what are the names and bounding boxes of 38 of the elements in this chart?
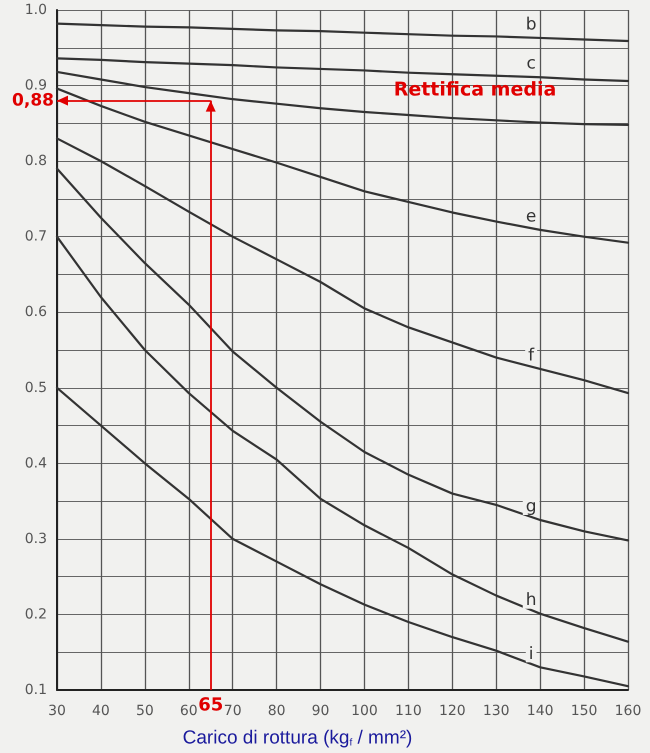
series-label: i <box>528 644 534 664</box>
line-series <box>56 70 630 126</box>
line-series <box>56 137 630 394</box>
x-tick-label: 40 <box>92 703 110 719</box>
ref-line-label: 65 <box>198 694 224 716</box>
x-tick-label: 160 <box>614 703 642 719</box>
x-axis-title: Carico di rottura (kgf / mm²) <box>182 728 412 748</box>
y-tick-label: 1.0 <box>24 2 47 18</box>
series-label: h <box>526 590 537 610</box>
series-label: c <box>526 54 536 74</box>
y-tick-label: 0.8 <box>24 153 47 170</box>
y-tick-label: 0.6 <box>24 304 48 320</box>
series-label: f <box>528 345 536 366</box>
x-tick-label: 120 <box>438 703 466 719</box>
x-tick-label: 50 <box>136 703 154 719</box>
y-tick-label: 0.2 <box>24 606 47 622</box>
line-series <box>56 236 630 643</box>
y-tick-label: 0.5 <box>24 380 47 396</box>
series-label: g <box>526 496 537 516</box>
line-series <box>56 168 630 542</box>
x-tick-label: 80 <box>268 703 286 719</box>
y-tick-label: 0.4 <box>24 455 48 472</box>
series-label: e <box>526 206 536 226</box>
line-series <box>56 386 630 688</box>
x-tick-label: 140 <box>526 703 554 719</box>
x-tick-label: 30 <box>48 703 66 719</box>
x-tick-label: 70 <box>224 703 242 719</box>
x-tick-label: 100 <box>351 703 378 719</box>
y-tick-label: 0.1 <box>24 682 47 698</box>
x-tick-label: 90 <box>312 703 330 719</box>
series-label: b <box>526 14 537 34</box>
x-tick-label: 60 <box>180 703 198 719</box>
y-tick-label: 0.3 <box>24 530 47 547</box>
x-tick-label: 110 <box>395 703 422 719</box>
x-tick-label: 130 <box>482 703 510 719</box>
y-tick-label: 0.7 <box>24 228 47 245</box>
x-tick-label: 150 <box>570 703 598 719</box>
line-series <box>56 57 630 82</box>
